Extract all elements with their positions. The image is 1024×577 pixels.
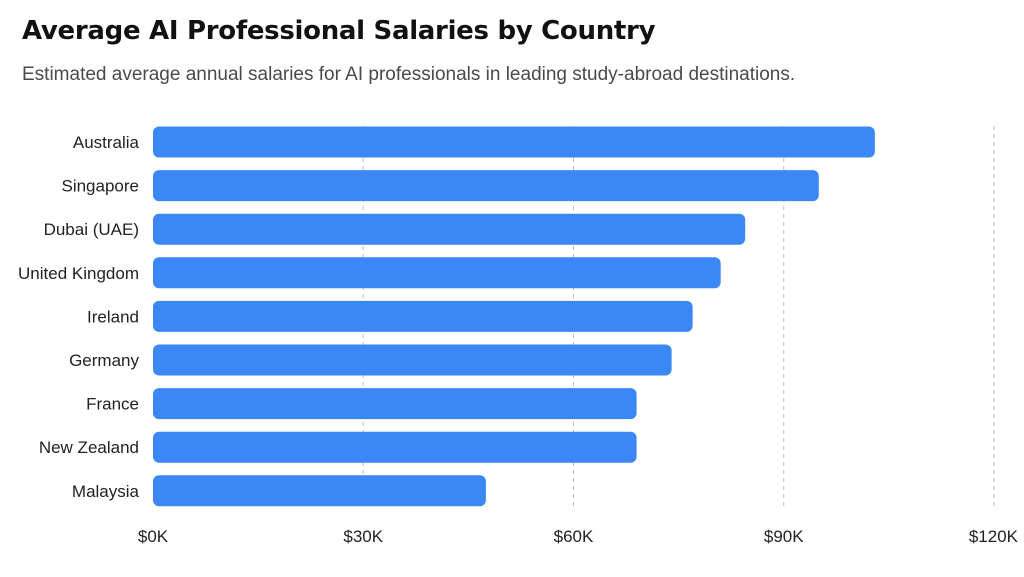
category-labels: Australia Singapore Dubai (UAE) United King… xyxy=(18,133,140,501)
category-label: United Kingdom xyxy=(18,264,139,283)
x-tick-label: $120K xyxy=(969,527,1019,546)
bar xyxy=(153,388,637,420)
x-axis-ticks: $0K $30K $60K $90K $120K xyxy=(138,527,1019,546)
chart-title: Average AI Professional Salaries by Coun… xyxy=(22,16,656,46)
category-label: Malaysia xyxy=(72,482,140,501)
bar xyxy=(153,475,486,507)
bar xyxy=(153,213,746,245)
category-label: New Zealand xyxy=(39,438,139,457)
bar xyxy=(153,126,875,158)
x-tick-label: $60K xyxy=(554,527,594,546)
chart-subtitle: Estimated average annual salaries for AI… xyxy=(22,64,796,85)
category-label: Ireland xyxy=(87,307,139,326)
category-label: Germany xyxy=(69,351,139,370)
bar xyxy=(153,300,693,332)
x-tick-label: $90K xyxy=(764,527,804,546)
bars xyxy=(153,126,875,507)
bar xyxy=(153,431,637,463)
category-label: France xyxy=(86,395,139,414)
bar xyxy=(153,257,721,289)
bar xyxy=(153,170,819,202)
x-tick-label: $0K xyxy=(138,527,169,546)
x-tick-label: $30K xyxy=(343,527,383,546)
bar xyxy=(153,344,672,376)
category-label: Australia xyxy=(73,133,140,152)
category-label: Dubai (UAE) xyxy=(44,220,139,239)
category-label: Singapore xyxy=(61,177,139,196)
